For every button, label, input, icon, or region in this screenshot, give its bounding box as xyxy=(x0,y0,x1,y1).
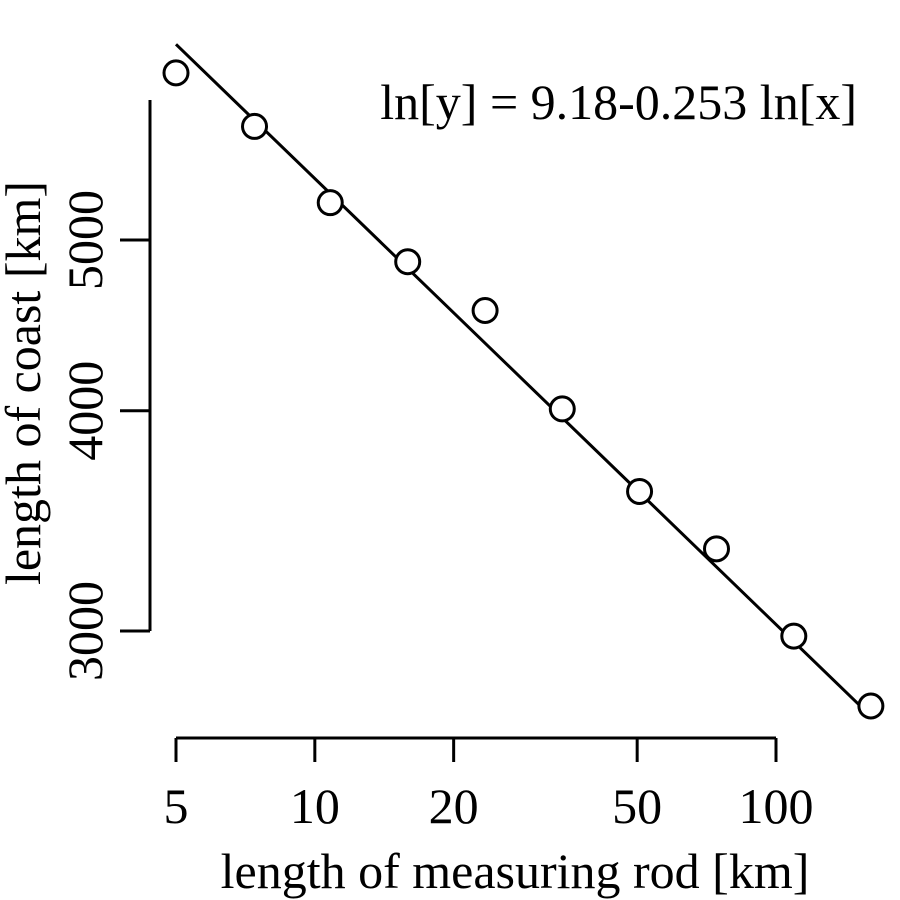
x-tick-label: 100 xyxy=(739,778,814,834)
x-tick-label: 50 xyxy=(612,778,662,834)
data-point xyxy=(162,59,190,87)
y-tick-label: 5000 xyxy=(57,190,113,290)
data-point xyxy=(780,622,808,650)
fit-line xyxy=(174,43,872,718)
y-tick-label: 4000 xyxy=(57,361,113,461)
data-points xyxy=(162,59,885,720)
x-tick-label: 10 xyxy=(290,778,340,834)
x-tick-label: 5 xyxy=(164,778,189,834)
y-ticks: 3000 4000 5000 xyxy=(57,190,150,681)
x-axis-label: length of measuring rod [km] xyxy=(221,843,810,899)
data-point xyxy=(471,297,499,325)
y-axis-label: length of coast [km] xyxy=(0,181,51,585)
data-point xyxy=(548,395,576,423)
data-point xyxy=(316,189,344,217)
x-ticks: 5 10 20 50 100 xyxy=(164,738,814,834)
data-point xyxy=(241,112,269,140)
data-point xyxy=(626,477,654,505)
y-axis: 3000 4000 5000 xyxy=(57,100,152,681)
data-point xyxy=(394,248,422,276)
y-tick-label: 3000 xyxy=(57,581,113,681)
data-point xyxy=(703,535,731,563)
x-tick-label: 20 xyxy=(429,778,479,834)
data-point xyxy=(857,692,885,720)
fit-equation: ln[y] = 9.18-0.253 ln[x] xyxy=(380,74,857,130)
x-axis: 5 10 20 50 100 xyxy=(164,736,814,834)
